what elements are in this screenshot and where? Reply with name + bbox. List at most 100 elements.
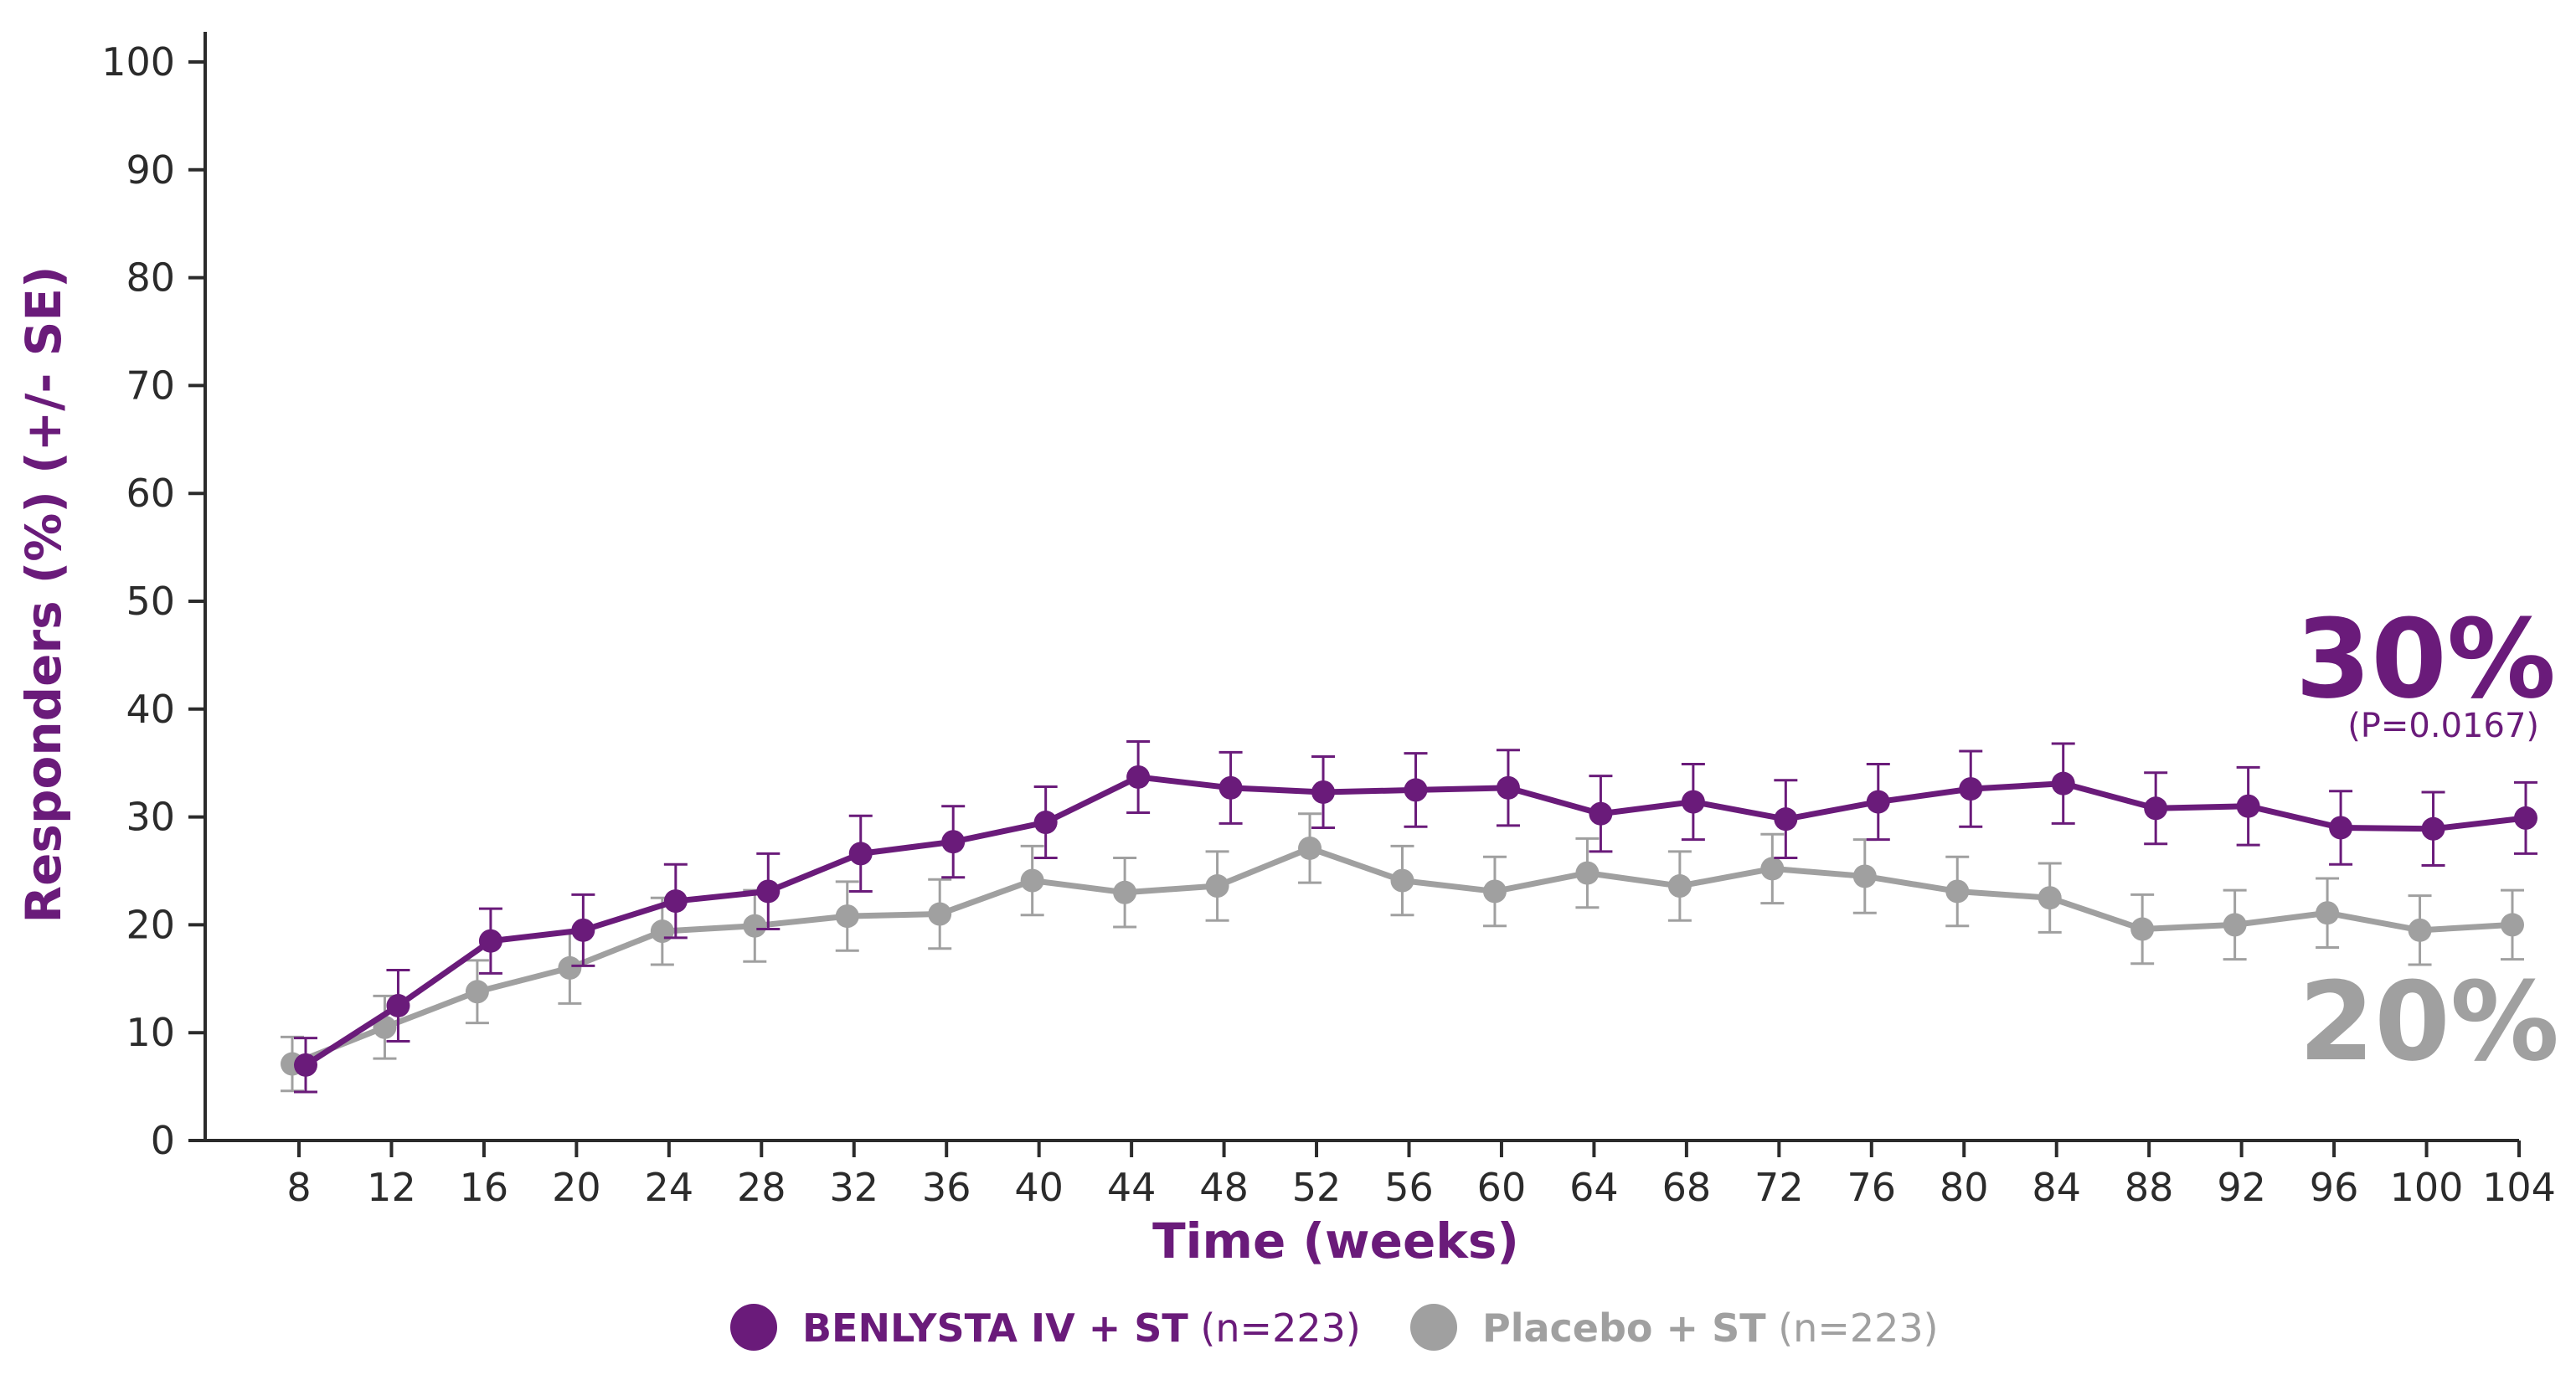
x-tick-label: 12 <box>367 1165 416 1210</box>
x-tick-label: 56 <box>1384 1165 1434 1210</box>
series-1 <box>281 812 2524 1093</box>
data-point <box>1774 807 1798 832</box>
data-point <box>2329 816 2353 840</box>
x-tick-label: 68 <box>1662 1165 1712 1210</box>
x-tick-label: 92 <box>2217 1165 2266 1210</box>
data-point <box>1681 790 1705 814</box>
data-point <box>2421 816 2445 841</box>
x-tick-label: 64 <box>1569 1165 1619 1210</box>
data-point <box>1575 861 1600 885</box>
x-tick-label: 100 <box>2390 1165 2464 1210</box>
x-tick-label: 28 <box>737 1165 786 1210</box>
legend-placebo-n: (n=223) <box>1766 1305 1939 1351</box>
data-point <box>2501 913 2524 937</box>
y-tick-label: 50 <box>126 579 175 624</box>
data-point <box>1852 864 1877 888</box>
x-tick-label: 60 <box>1477 1165 1527 1210</box>
x-tick-label: 36 <box>922 1165 971 1210</box>
data-point <box>1945 879 1970 904</box>
y-axis-title: Responders (%) (+/- SE) <box>15 265 72 923</box>
legend: BENLYSTA IV + ST (n=223) Placebo + ST (n=… <box>730 1304 1939 1351</box>
data-point <box>835 904 859 929</box>
data-point <box>2408 918 2432 942</box>
data-point <box>2236 794 2260 818</box>
data-point <box>1959 777 1983 801</box>
x-tick-label: 40 <box>1014 1165 1064 1210</box>
data-point <box>1033 811 1058 835</box>
data-point <box>571 918 595 942</box>
data-point <box>1126 765 1151 789</box>
y-tick-label: 0 <box>151 1118 175 1163</box>
legend-benlysta-n: (n=223) <box>1188 1305 1361 1351</box>
y-tick-label: 100 <box>101 39 175 85</box>
data-point <box>1205 874 1229 899</box>
data-point <box>1218 775 1243 800</box>
x-tick-label: 32 <box>829 1165 878 1210</box>
data-point <box>1298 836 1322 860</box>
x-tick-label: 88 <box>2125 1165 2174 1210</box>
x-tick-label: 96 <box>2310 1165 2359 1210</box>
legend-benlysta-marker <box>730 1304 777 1351</box>
data-point <box>756 879 781 904</box>
y-tick-label: 70 <box>126 363 175 408</box>
data-point <box>2051 771 2075 796</box>
x-tick-label: 80 <box>1940 1165 1989 1210</box>
series-0 <box>294 739 2537 1094</box>
data-point <box>1404 778 1428 802</box>
data-point <box>386 994 410 1017</box>
end-labels: 30%(P=0.0167) 20% <box>2295 595 2559 1085</box>
y-tick-label: 40 <box>126 687 175 732</box>
x-tick-label: 8 <box>286 1165 311 1210</box>
data-point <box>2223 913 2247 937</box>
y-tick-label: 60 <box>126 471 175 516</box>
y-tick-label: 30 <box>126 795 175 840</box>
data-point <box>558 955 582 980</box>
series-layer <box>281 739 2537 1094</box>
data-point <box>294 1053 317 1077</box>
legend-placebo-marker <box>1410 1304 1457 1351</box>
x-tick-label: 84 <box>2032 1165 2081 1210</box>
data-point <box>1496 775 1520 800</box>
data-point <box>478 929 502 953</box>
data-point <box>1311 780 1336 804</box>
data-point <box>848 842 873 866</box>
legend-placebo-label: Placebo + ST (n=223) <box>1482 1305 1939 1351</box>
y-tick-label: 10 <box>126 1010 175 1055</box>
data-point <box>663 889 688 914</box>
data-point <box>1482 879 1507 904</box>
data-point <box>1390 868 1414 893</box>
data-point <box>465 980 489 1004</box>
x-tick-label: 72 <box>1754 1165 1804 1210</box>
x-tick-label: 16 <box>460 1165 509 1210</box>
data-point <box>1113 880 1137 904</box>
x-tick-label: 20 <box>552 1165 601 1210</box>
data-point <box>1760 857 1785 881</box>
p-value-label: (P=0.0167) <box>2347 707 2539 745</box>
end-label-placebo: 20% <box>2299 958 2559 1085</box>
data-point <box>2514 806 2537 830</box>
data-point <box>2038 886 2062 910</box>
y-tick-label: 90 <box>126 147 175 193</box>
x-axis-title: Time (weeks) <box>1152 1213 1519 1269</box>
data-point <box>1589 801 1613 826</box>
x-tick-label: 48 <box>1199 1165 1249 1210</box>
legend-benlysta-label: BENLYSTA IV + ST (n=223) <box>802 1305 1361 1351</box>
x-tick-label: 52 <box>1292 1165 1342 1210</box>
data-point <box>743 914 767 938</box>
legend-placebo-name: Placebo + ST <box>1482 1305 1766 1351</box>
data-point <box>650 919 674 944</box>
data-point <box>2144 796 2168 821</box>
y-tick-label: 80 <box>126 255 175 301</box>
y-tick-label: 20 <box>126 902 175 947</box>
data-point <box>941 830 966 854</box>
x-tick-label: 76 <box>1847 1165 1897 1210</box>
data-point <box>1667 874 1692 899</box>
legend-benlysta-name: BENLYSTA IV + ST <box>802 1305 1188 1351</box>
x-tick-label: 44 <box>1107 1165 1157 1210</box>
x-tick-label: 104 <box>2482 1165 2556 1210</box>
data-point <box>2316 901 2340 925</box>
x-tick-label: 24 <box>645 1165 694 1210</box>
data-point <box>1020 868 1044 893</box>
data-point <box>2130 917 2155 941</box>
